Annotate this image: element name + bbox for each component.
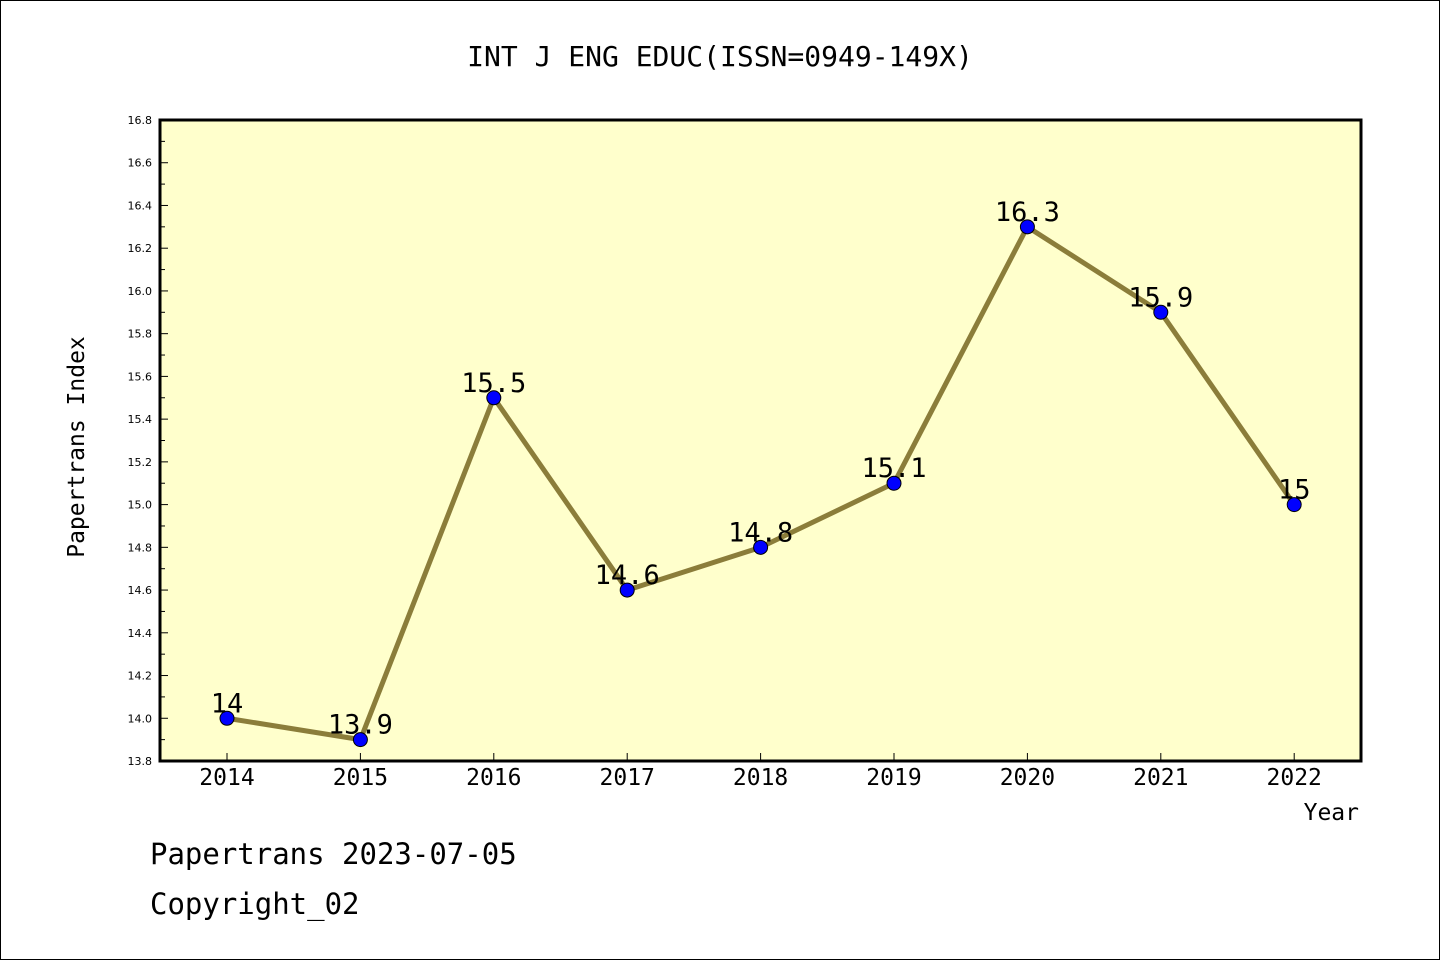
footer-copyright: Copyright_02 <box>150 887 360 922</box>
x-tick-label: 2015 <box>333 765 388 791</box>
data-point <box>219 710 235 726</box>
x-tick-label: 2022 <box>1267 765 1322 791</box>
y-tick-label: 14.8 <box>128 541 153 554</box>
data-point <box>753 539 769 555</box>
x-tick-label: 2016 <box>466 765 521 791</box>
data-point <box>486 390 502 406</box>
data-label: 15 <box>1278 475 1311 506</box>
data-point <box>1019 219 1035 235</box>
y-tick-label: 15.4 <box>128 413 153 426</box>
series-markers <box>219 219 1302 748</box>
data-point <box>1286 497 1302 513</box>
y-tick-label: 16.6 <box>128 157 153 170</box>
y-tick-label: 15.8 <box>128 328 153 341</box>
data-label: 16.3 <box>995 197 1060 228</box>
data-label: 15.1 <box>861 453 926 484</box>
x-tick-label: 2021 <box>1133 765 1188 791</box>
x-tick-label: 2018 <box>733 765 788 791</box>
y-tick-label: 15.0 <box>128 499 153 512</box>
x-axis: 2014 2015 2016 2017 2018 2019 2020 2021 2022 <box>199 753 1322 791</box>
y-tick-label: 16.4 <box>128 199 153 212</box>
data-point <box>886 475 902 491</box>
data-point <box>619 582 635 598</box>
x-tick-label: 2014 <box>199 765 254 791</box>
y-tick-label: 15.6 <box>128 370 153 383</box>
y-tick-label: 13.8 <box>128 755 153 768</box>
y-tick-label: 15.2 <box>128 456 153 469</box>
data-point <box>1153 304 1169 320</box>
chart-title: INT J ENG EDUC(ISSN=0949-149X) <box>467 40 973 73</box>
y-tick-label: 16.2 <box>128 242 153 255</box>
data-label: 15.9 <box>1128 282 1193 313</box>
y-axis: 13.8 14.0 14.2 14.4 14.6 14.8 15.0 15.2 15.4 15.6… <box>128 114 168 768</box>
data-label: 14.8 <box>728 517 793 548</box>
plot-area <box>158 118 1363 763</box>
y-tick-label: 16.0 <box>128 285 153 298</box>
y-axis-label: Papertrans Index <box>64 336 90 558</box>
x-tick-label: 2019 <box>866 765 921 791</box>
data-label: 15.5 <box>461 368 526 399</box>
footer-date: Papertrans 2023-07-05 <box>150 837 517 871</box>
y-tick-label: 14.4 <box>128 627 153 640</box>
x-tick-label: 2017 <box>600 765 655 791</box>
y-tick-label: 14.2 <box>128 670 153 683</box>
y-tick-label: 16.8 <box>128 114 153 127</box>
y-tick-label: 14.0 <box>128 712 153 725</box>
data-labels: 14 13.9 15.5 14.6 14.8 15.1 16.3 15.9 15 <box>211 197 1311 741</box>
x-axis-label: Year <box>1304 800 1359 826</box>
data-label: 14 <box>211 688 244 719</box>
y-tick-label: 14.6 <box>128 584 153 597</box>
data-point <box>352 732 368 748</box>
data-label: 13.9 <box>328 710 393 741</box>
x-tick-label: 2020 <box>1000 765 1055 791</box>
data-label: 14.6 <box>595 560 660 591</box>
